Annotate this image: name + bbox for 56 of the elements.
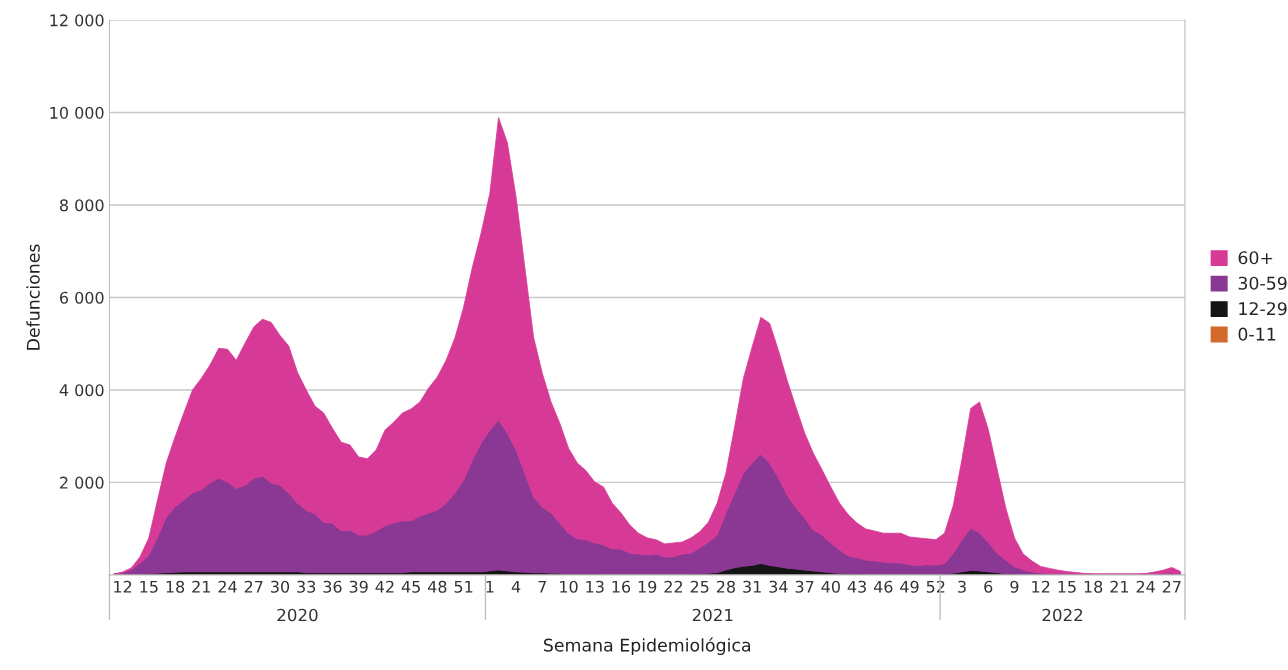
x-tick-label: 21 — [1110, 580, 1129, 593]
x-tick-label: 4 — [511, 580, 521, 593]
x-tick-label: 15 — [140, 580, 158, 593]
y-tick-label: 6 000 — [60, 291, 104, 304]
x-tick-label: 24 — [1136, 580, 1155, 593]
text: 2022 — [1042, 608, 1083, 622]
x-tick-label: 34 — [769, 580, 788, 593]
x-tick-label: 40 — [821, 580, 840, 593]
x-tick-label: 45 — [401, 580, 420, 593]
x-axis-title: Semana Epidemiológica — [543, 637, 751, 656]
x-tick-label: 36 — [323, 580, 342, 593]
x-tick-label: 42 — [375, 580, 394, 593]
x-tick-label: 25 — [690, 580, 709, 593]
legend-label: 30-59 — [1238, 276, 1287, 290]
text: 2021 — [692, 608, 733, 622]
legend-label: 12-29 — [1239, 302, 1287, 316]
x-tick-label: 1 — [486, 580, 494, 593]
x-tick-label: 22 — [664, 580, 683, 593]
x-tick-label: 15 — [1058, 580, 1076, 593]
y-tick-label: 4 000 — [59, 384, 104, 397]
x-tick-label: 30 — [271, 580, 290, 593]
x-tick-label: 3 — [958, 580, 966, 593]
x-tick-label: 37 — [795, 580, 814, 593]
x-tick-label: 28 — [716, 580, 735, 593]
x-tick-label: 27 — [1162, 580, 1181, 593]
x-tick-label: 18 — [1084, 580, 1103, 593]
x-tick-label: 12 — [1032, 580, 1050, 593]
x-tick-label: 48 — [427, 580, 447, 593]
x-tick-label: 39 — [349, 580, 368, 593]
y-tick-label: 8 000 — [59, 199, 104, 212]
x-tick-label: 10 — [560, 580, 578, 593]
x-tick-label: 43 — [847, 580, 866, 593]
y-axis-title: Defunciones — [26, 244, 40, 350]
legend-label: 60+ — [1238, 251, 1273, 265]
x-tick-label: 13 — [586, 580, 604, 593]
legend-label: 0-11 — [1238, 327, 1276, 341]
x-tick-label: 52 — [926, 580, 945, 593]
x-tick-label: 12 — [114, 580, 132, 593]
x-tick-label: 21 — [192, 580, 210, 593]
x-tick-label: 49 — [900, 580, 919, 593]
x-tick-label: 24 — [218, 580, 237, 593]
y-tick-label: 10 000 — [50, 106, 104, 119]
x-tick-label: 18 — [166, 580, 185, 593]
x-tick-label: 31 — [743, 580, 761, 593]
x-tick-label: 6 — [984, 580, 993, 593]
x-tick-label: 27 — [244, 580, 263, 593]
x-tick-label: 33 — [297, 580, 316, 593]
x-tick-label: 9 — [1010, 580, 1019, 593]
x-tick-label: 51 — [454, 580, 473, 593]
y-tick-label: 12 000 — [50, 14, 104, 27]
x-tick-label: 16 — [612, 580, 631, 593]
text: 2020 — [277, 608, 318, 622]
y-tick-label: 2 000 — [60, 476, 104, 489]
x-tick-label: 19 — [638, 580, 657, 593]
x-tick-label: 46 — [873, 580, 893, 593]
x-tick-label: 7 — [538, 580, 547, 593]
